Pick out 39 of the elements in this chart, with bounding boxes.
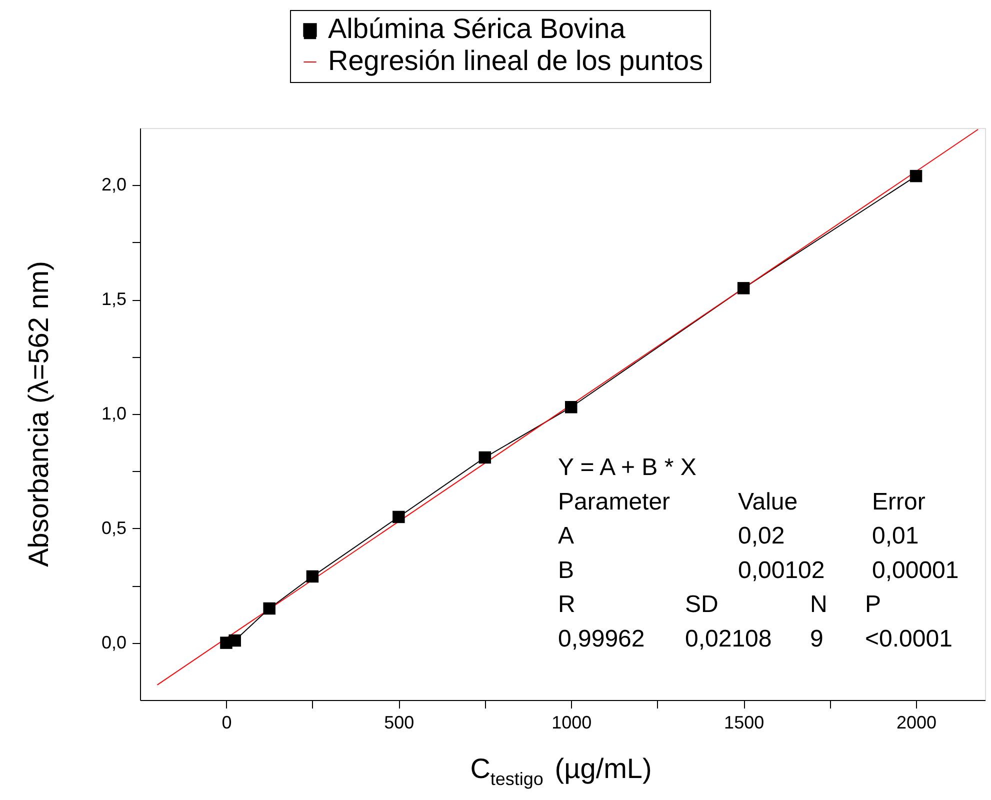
point <box>263 602 276 615</box>
point <box>306 570 319 583</box>
legend-label: Albúmina Sérica Bovina <box>328 13 626 44</box>
point <box>228 634 241 647</box>
x-tick-label: 1500 <box>724 712 764 732</box>
x-tick-label: 500 <box>384 712 414 732</box>
annotation: 0,02 <box>738 522 785 550</box>
x-tick-label: 0 <box>222 712 232 732</box>
point <box>910 170 922 182</box>
annotation: A <box>558 522 574 550</box>
y-tick-label: 0,5 <box>101 518 126 538</box>
annotation: 0,00102 <box>738 556 825 584</box>
annotation: B <box>558 556 574 584</box>
x-tick-label: 1000 <box>552 712 592 732</box>
point <box>565 401 578 414</box>
y-tick-label: 1,0 <box>101 404 126 424</box>
annotation: SD <box>685 591 718 618</box>
annotation: N <box>810 591 828 618</box>
y-tick-label: 2,0 <box>101 174 126 195</box>
annotation: Value <box>738 488 798 516</box>
annotation: 0,00001 <box>872 556 959 584</box>
y-axis-title: Absorbancia (λ=562 nm) <box>23 261 54 567</box>
y-tick-label: 1,5 <box>101 289 126 310</box>
annotation: 0,02108 <box>685 626 772 652</box>
point <box>737 282 750 294</box>
x-tick-label: 2000 <box>896 712 937 732</box>
legend-label: Regresión lineal de los puntos <box>328 45 704 76</box>
annotation: R <box>558 591 576 618</box>
point <box>478 451 492 464</box>
annotation: Y = A + B * X <box>558 454 696 481</box>
point <box>392 510 405 524</box>
annotation: 0,99962 <box>558 626 645 652</box>
annotation: <0.0001 <box>865 626 952 652</box>
annotation: Parameter <box>558 488 670 516</box>
annotation: 9 <box>810 626 824 652</box>
annotation: Error <box>872 488 926 516</box>
annotation: P <box>865 591 882 618</box>
annotation: 0,01 <box>872 522 919 550</box>
y-tick-label: 0,0 <box>101 632 126 652</box>
